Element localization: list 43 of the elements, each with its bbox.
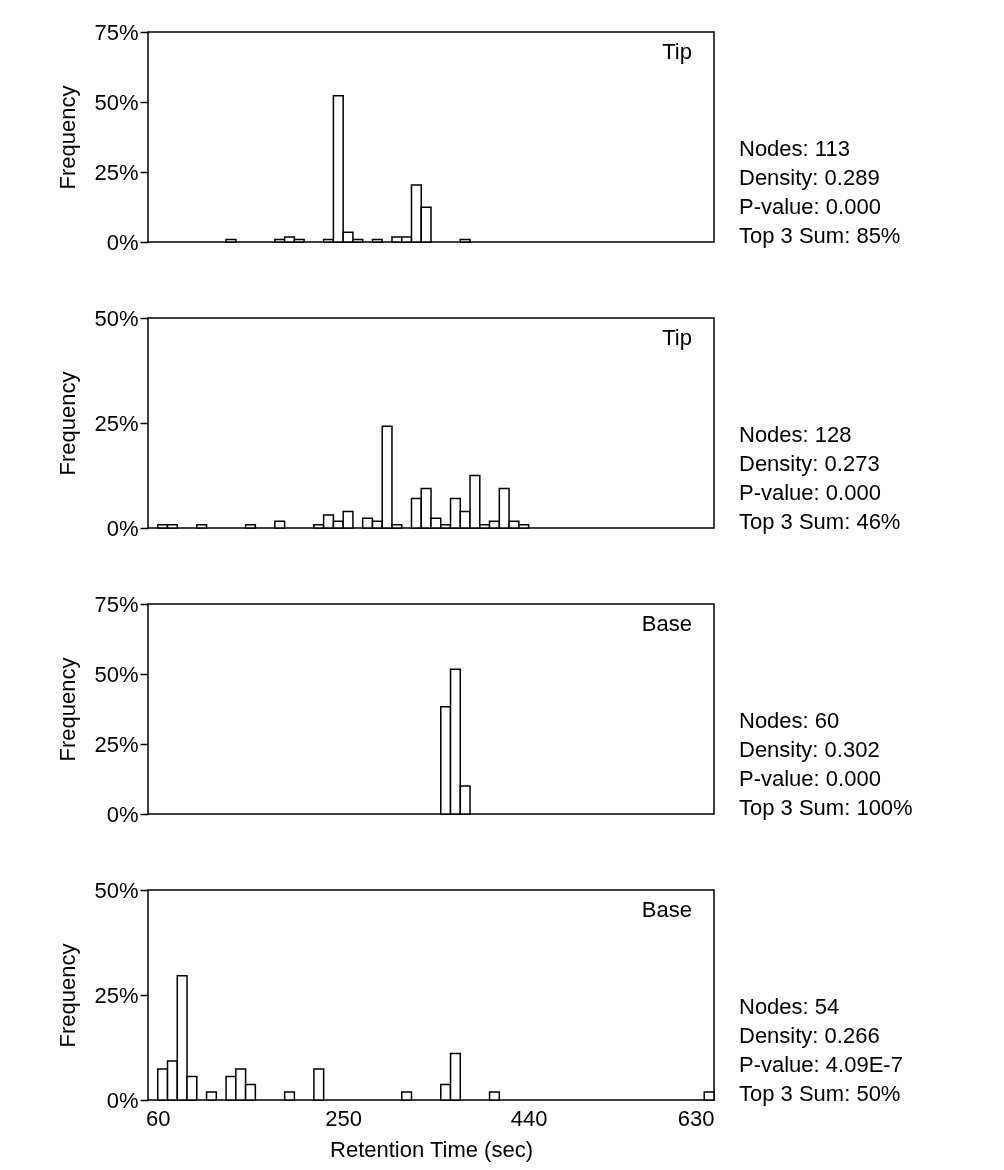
text: P-value: 0.000 [739, 766, 881, 791]
y-tick-label: 50% [94, 89, 139, 115]
text: Density: 0.289 [739, 165, 880, 190]
y-axis-title: Frequency [55, 85, 81, 190]
y-tick-label: 25% [94, 159, 139, 185]
y-tick-label: 75% [94, 591, 139, 617]
text: Top 3 Sum: 46% [739, 509, 901, 534]
y-tick-label: 0% [106, 515, 139, 541]
y-tick-label: 75% [94, 19, 139, 45]
y-tick-label: 0% [106, 229, 139, 255]
text: Density: 0.302 [739, 737, 880, 762]
y-axis-title: Frequency [55, 657, 81, 762]
annotation: Base [641, 611, 692, 636]
text: Density: 0.273 [739, 451, 880, 476]
text: P-value: 4.09E-7 [739, 1052, 903, 1077]
text: Nodes: 113 [739, 136, 850, 161]
x-axis-title: Retention Time (sec) [330, 1136, 533, 1162]
y-tick-label: 50% [94, 305, 139, 331]
y-tick-label: 0% [106, 801, 139, 827]
y-tick-label: 25% [94, 410, 139, 436]
text: Top 3 Sum: 50% [739, 1081, 901, 1106]
text: Top 3 Sum: 85% [739, 223, 901, 248]
x-tick-label: 440 [510, 1105, 548, 1131]
y-tick-label: 25% [94, 982, 139, 1008]
x-tick-label: 60 [146, 1105, 171, 1131]
text: Density: 0.266 [739, 1023, 880, 1048]
annotation: Base [641, 897, 692, 922]
text: P-value: 0.000 [739, 480, 881, 505]
x-tick-label: 630 [677, 1105, 715, 1131]
text: Nodes: 128 [739, 422, 852, 447]
y-tick-label: 25% [94, 731, 139, 757]
text: Top 3 Sum: 100% [739, 795, 913, 820]
text: Nodes: 60 [739, 708, 840, 733]
y-tick-label: 50% [94, 661, 139, 687]
y-tick-label: 50% [94, 877, 139, 903]
text: P-value: 0.000 [739, 194, 881, 219]
x-tick-label: 250 [325, 1105, 363, 1131]
y-axis-title: Frequency [55, 371, 81, 476]
annotation: Tip [662, 325, 692, 350]
annotation: Tip [662, 39, 692, 64]
y-tick-label: 0% [106, 1087, 139, 1113]
text: Nodes: 54 [739, 994, 840, 1019]
y-axis-title: Frequency [55, 943, 81, 1048]
